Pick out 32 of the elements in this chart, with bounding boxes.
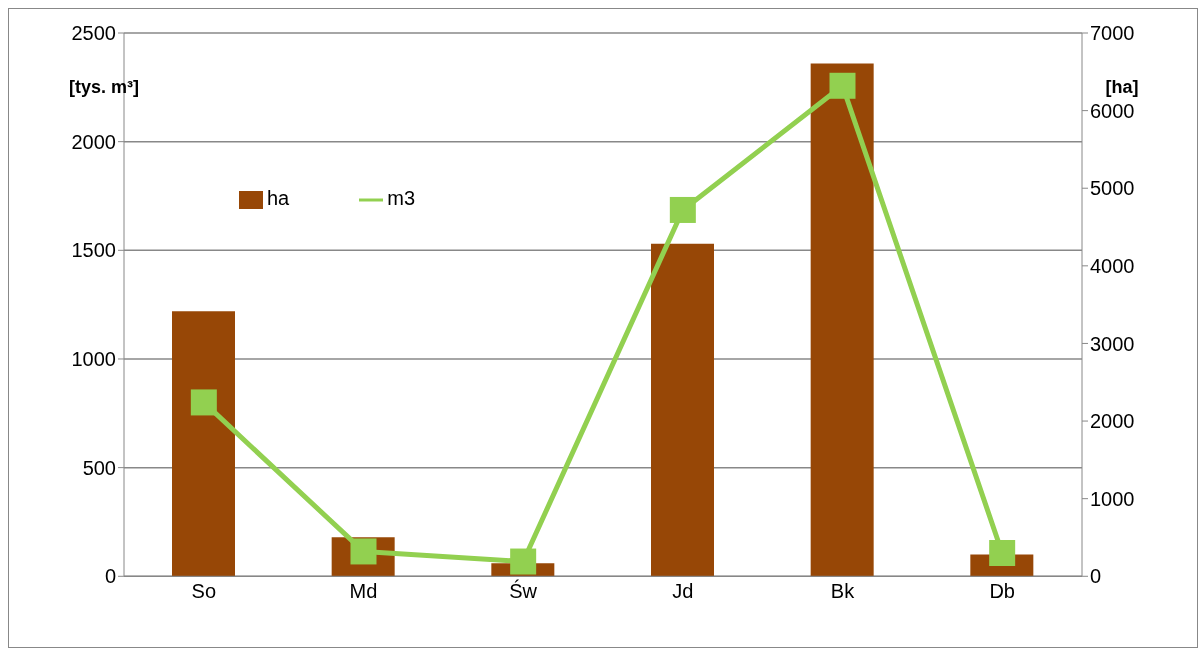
x-tick-label: So — [191, 580, 217, 603]
x-tick-label: Bk — [830, 580, 856, 603]
y2-tick-label: 3000 — [1090, 332, 1135, 355]
y2-tick-label: 2000 — [1090, 410, 1135, 433]
y2-tick-label: 4000 — [1090, 254, 1135, 277]
x-tick-label: Md — [349, 580, 378, 603]
point — [989, 540, 1016, 566]
point — [829, 72, 856, 99]
point — [669, 196, 696, 223]
y-tick-label: 1500 — [71, 239, 116, 262]
y-tick-label: 2500 — [71, 22, 116, 45]
bar — [651, 243, 714, 577]
y-tick-label: 2000 — [71, 130, 116, 153]
point — [190, 389, 217, 416]
y2-tick-label: 7000 — [1090, 22, 1135, 45]
y2-tick-label: 5000 — [1090, 177, 1135, 200]
y2-tick-label: 0 — [1090, 565, 1102, 588]
x-tick-label: Św — [509, 579, 538, 603]
y-tick-label: 1000 — [71, 348, 116, 371]
point — [510, 548, 537, 575]
bar — [172, 311, 235, 577]
bar — [810, 63, 874, 577]
x-tick-label: Db — [989, 580, 1015, 603]
y2-tick-label: 1000 — [1090, 487, 1135, 510]
y2-tick-label: 6000 — [1090, 99, 1135, 122]
legend-label: m3 — [387, 187, 416, 209]
legend-label: ha — [267, 187, 290, 209]
y-tick-label: 0 — [104, 565, 116, 588]
y2-axis-title: [ha] — [1105, 77, 1139, 97]
y-axis-title: [tys. m³] — [68, 77, 140, 97]
y-tick-label: 500 — [82, 456, 116, 479]
x-tick-label: Jd — [672, 580, 694, 603]
